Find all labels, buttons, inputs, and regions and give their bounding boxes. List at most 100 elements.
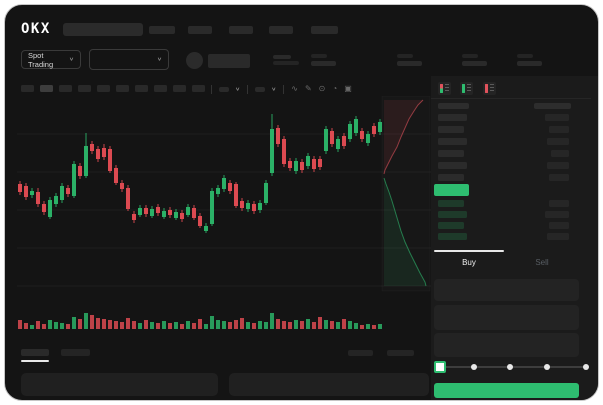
orderbook-bids-view-icon[interactable]: [460, 82, 474, 95]
amount-slider-track[interactable]: [439, 366, 587, 368]
orderbook-amount-cell: [549, 222, 569, 229]
volume-bar: [360, 325, 364, 329]
active-tab-underline: [21, 360, 49, 362]
orderbook-asks-view-icon[interactable]: [482, 82, 496, 95]
orders-tab-active[interactable]: [21, 349, 49, 356]
orderbook-amount-header: [534, 103, 571, 109]
orderbook-price-cell[interactable]: [438, 150, 464, 157]
orderbook-price-cell[interactable]: [438, 211, 467, 218]
volume-bar: [102, 319, 106, 329]
candle-body: [360, 131, 364, 139]
orderbook-amount-cell: [547, 233, 569, 240]
total-field[interactable]: [434, 333, 579, 357]
volume-bar: [186, 321, 190, 329]
overlay-dropdown[interactable]: ∨: [255, 86, 276, 93]
orderbook-price-cell[interactable]: [438, 114, 467, 121]
app-window: OKX Spot Trading ∨ ∨ ∨: [4, 4, 599, 401]
amount-field[interactable]: [434, 305, 579, 330]
tab-buy[interactable]: Buy: [462, 257, 476, 267]
candle-body: [330, 131, 334, 144]
timeframe-button[interactable]: [135, 85, 148, 92]
candle-body: [132, 214, 136, 220]
timeframe-button[interactable]: [116, 85, 129, 92]
orderbook-amount-cell: [547, 138, 569, 145]
candle-body: [276, 128, 280, 144]
timeframe-button[interactable]: [97, 85, 110, 92]
timeframe-button[interactable]: [78, 85, 91, 92]
chevron-down-icon: ∨: [68, 57, 74, 62]
candle-body: [192, 208, 196, 218]
nav-item-placeholder[interactable]: [269, 26, 293, 34]
timeframe-toolbar: [21, 85, 205, 92]
orderbook-price-cell[interactable]: [438, 222, 464, 229]
timeframe-button[interactable]: [59, 85, 72, 92]
volume-bar: [42, 324, 46, 329]
market-type-dropdown[interactable]: Spot Trading ∨: [21, 50, 81, 69]
timeframe-button[interactable]: [21, 85, 34, 92]
bottom-link-placeholder[interactable]: [387, 350, 414, 356]
volume-bar: [306, 319, 310, 329]
volume-bar: [60, 323, 64, 329]
slider-stop-100[interactable]: [583, 363, 589, 370]
orderbook-price-cell[interactable]: [438, 200, 464, 207]
line-chart-icon[interactable]: ∿: [291, 84, 298, 93]
volume-bar: [114, 321, 118, 329]
orderbook-amount-cell: [549, 200, 569, 207]
volume-bar: [312, 322, 316, 329]
volume-bar: [234, 320, 238, 329]
slider-stop-75[interactable]: [544, 363, 550, 370]
nav-item-placeholder[interactable]: [149, 26, 175, 34]
orderbook-price-cell[interactable]: [438, 233, 467, 240]
candle-body: [240, 201, 244, 208]
volume-bar: [78, 319, 82, 329]
stat-value-placeholder: [517, 61, 542, 66]
volume-bar: [210, 316, 214, 329]
screenshot-icon[interactable]: ⊙: [318, 84, 326, 93]
volume-bar: [192, 323, 196, 329]
timeframe-button[interactable]: [173, 85, 186, 92]
timeframe-button[interactable]: [154, 85, 167, 92]
fullscreen-icon[interactable]: ▣: [344, 84, 352, 93]
history-icon[interactable]: ◔: [332, 84, 338, 93]
pair-name-placeholder: [208, 54, 250, 68]
orderbook-price-cell[interactable]: [438, 174, 464, 181]
candle-body: [60, 186, 64, 200]
slider-stop-50[interactable]: [507, 363, 513, 370]
timeframe-button-active[interactable]: [40, 85, 53, 92]
nav-item-placeholder[interactable]: [188, 26, 212, 34]
candle-body: [174, 212, 178, 218]
slider-stop-25[interactable]: [471, 363, 477, 370]
candle-body: [30, 191, 34, 195]
price-field[interactable]: [434, 279, 579, 301]
buy-submit-button[interactable]: [434, 383, 579, 398]
order-history-tab[interactable]: [61, 349, 90, 356]
timeframe-button[interactable]: [192, 85, 205, 92]
volume-bar: [342, 319, 346, 329]
candle-body: [216, 188, 220, 194]
candle-body: [54, 196, 58, 204]
nav-item-placeholder[interactable]: [311, 26, 338, 34]
volume-bar: [372, 325, 376, 329]
okx-logo: OKX: [21, 21, 51, 37]
candle-body: [210, 191, 214, 224]
bottom-link-placeholder[interactable]: [348, 350, 373, 356]
search-input[interactable]: [63, 23, 143, 36]
candlestick-chart[interactable]: [17, 96, 437, 344]
indicator-dropdown[interactable]: ∨: [219, 86, 240, 93]
volume-bar: [30, 325, 34, 329]
candle-body: [306, 156, 310, 166]
volume-bar: [132, 321, 136, 329]
orderbook-price-cell[interactable]: [438, 162, 467, 169]
orderbook-combined-view-icon[interactable]: [438, 82, 451, 95]
orderbook-price-cell[interactable]: [438, 126, 464, 133]
nav-item-placeholder[interactable]: [229, 26, 253, 34]
orderbook-price-cell[interactable]: [438, 138, 467, 145]
last-price-highlight[interactable]: [434, 184, 469, 196]
orderbook-price-header: [438, 103, 469, 109]
amount-slider-handle[interactable]: [434, 361, 446, 373]
volume-bar: [54, 322, 58, 329]
draw-tool-icon[interactable]: ✎: [304, 84, 312, 93]
pair-selector-dropdown[interactable]: ∨: [89, 49, 169, 70]
tab-sell[interactable]: Sell: [535, 257, 549, 267]
candle-body: [24, 186, 28, 197]
